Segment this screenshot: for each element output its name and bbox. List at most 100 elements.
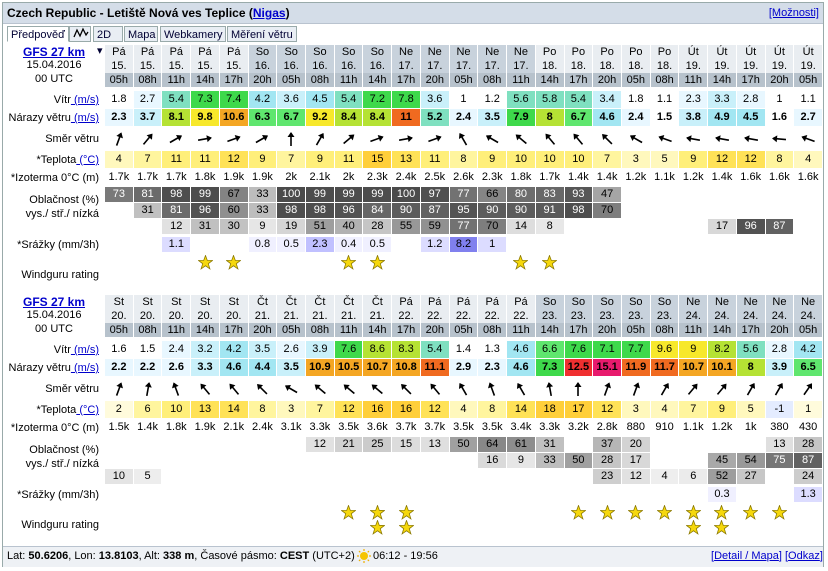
block0-wind-value: 5.8	[535, 91, 564, 108]
block0-cloud_m-value: 98	[564, 203, 593, 218]
block1-cloud_l-value	[220, 469, 248, 484]
station-link[interactable]: Nigas	[252, 6, 286, 20]
block1-col-header: So 23. 08h	[650, 295, 679, 337]
detail-map-link[interactable]: Detail / Mapa	[714, 550, 779, 562]
block0-day: So	[313, 46, 327, 58]
block1-wind-value: 3.5	[248, 341, 277, 358]
block0-wind-value: 5.4	[162, 91, 191, 108]
block1-cloud-label-2: vys./ stř./ nízká	[25, 458, 99, 470]
block1-cloud_m-value: 54	[736, 453, 765, 468]
block0-col-header: Út 19. 20h	[765, 45, 794, 87]
block1-temp-value: 16	[363, 401, 392, 418]
block0-wind-label-text: Vítr	[53, 94, 71, 106]
block1-date: 20.	[197, 310, 213, 322]
block1-day: Ne	[801, 296, 816, 308]
block0-cloud_l-value	[651, 219, 679, 234]
block0-day: So	[341, 46, 356, 58]
block0-dir-arrow-icon	[679, 128, 707, 150]
block0-temp-value: 10	[535, 151, 564, 168]
block0-gusts-value: 11	[392, 109, 420, 126]
tab-4[interactable]: Měření větru	[227, 26, 297, 42]
tab-0[interactable]: Předpověď	[7, 26, 69, 42]
chart-icon-tab[interactable]	[69, 26, 91, 42]
block1-hour: 05h	[105, 323, 133, 337]
tab-1[interactable]: 2D ▾	[93, 26, 123, 57]
block0-day: Ne	[427, 46, 442, 58]
block1-cloud_m-value	[220, 453, 248, 468]
block0-cloud_l-value: 70	[478, 219, 507, 234]
block1-dir-arrow-icon	[220, 378, 248, 400]
block1-col-header: Pá 22. 17h	[392, 295, 420, 337]
block0-hour: 08h	[306, 73, 334, 87]
block0-gusts-value: 9.8	[191, 109, 219, 126]
block1-dir-arrow-icon	[565, 378, 593, 400]
block0-rain-value	[134, 237, 162, 252]
block1-col-header: St 20. 11h	[162, 295, 191, 337]
block1-temp-unit-link[interactable]: (°C)	[76, 404, 99, 416]
block1-cloud_h-value: 12	[306, 437, 334, 452]
footer: Lat: 50.6206, Lon: 13.8103, Alt: 338 m, …	[3, 546, 823, 567]
block1-cloud_h-value: 61	[507, 437, 535, 452]
block1-cloud_h-value: 31	[535, 437, 564, 452]
block0-rain-value	[536, 237, 564, 252]
block1-dir-arrow-icon	[392, 378, 420, 400]
block1-cloud_l-value: 12	[621, 469, 650, 484]
block0-temp-value: 12	[736, 151, 765, 168]
block1-iso-value: 1k	[744, 421, 757, 433]
block1-iso-value: 380	[770, 421, 789, 433]
block1-hour: 20h	[248, 323, 277, 337]
block0-day: Pá	[169, 46, 184, 58]
block1-date: 21.	[254, 310, 271, 322]
block1-star-icon	[363, 519, 391, 535]
block1-rain-value	[363, 487, 391, 502]
block0-rain-value	[392, 237, 420, 252]
block0-day: Ne	[456, 46, 471, 58]
block1-temp-value: 1	[794, 401, 822, 418]
block0-hour: 14h	[363, 73, 392, 87]
block0-date: 17.	[484, 60, 500, 72]
block0-wind-unit-link[interactable]: (m/s)	[70, 94, 99, 106]
block1-day: St	[228, 296, 239, 308]
block0-date: 17.	[427, 60, 443, 72]
block0-day: Út	[745, 46, 757, 58]
link-link[interactable]: Odkaz	[788, 550, 820, 562]
block1-cloud_m-value	[277, 453, 305, 468]
block1-gusts-unit-link[interactable]: (m/s)	[70, 362, 99, 374]
block0-wind-value: 3.6	[420, 91, 449, 108]
block1-temp-value: 9	[708, 401, 736, 418]
block0-cloud_l-value: 55	[392, 219, 420, 234]
block0-model-link[interactable]: GFS 27 km	[22, 45, 86, 59]
block1-model-link[interactable]: GFS 27 km	[22, 295, 86, 309]
block1-iso-value: 3.6k	[366, 421, 388, 433]
tab-2[interactable]: Mapa	[124, 26, 158, 42]
block0-cloud_h-value: 67	[219, 187, 248, 202]
block0-wind-value: 1.8	[105, 91, 133, 108]
block0-rain-value: 1	[478, 237, 507, 252]
block0-date: 15.	[111, 60, 127, 72]
block1-gusts-value: 10.7	[679, 359, 708, 376]
block1-day: Čt	[285, 296, 297, 308]
block1-wind-unit-link[interactable]: (m/s)	[70, 344, 99, 356]
block1-dir-arrow-icon	[105, 378, 133, 400]
block1-temp-value: -1	[765, 401, 794, 418]
block0-temp-unit-link[interactable]: (°C)	[76, 154, 99, 166]
block1-dirs-label-text: Směr větru	[45, 383, 99, 395]
tab-3[interactable]: Webkamery	[160, 26, 226, 42]
block0-cloud_h-value: 99	[306, 187, 334, 202]
block1-cloud_l-value: 27	[736, 469, 765, 484]
options-link[interactable]: [Možnosti]	[768, 7, 819, 19]
block1-temp-value: 7	[306, 401, 334, 418]
block1-cloud_m-value: 75	[765, 453, 794, 468]
block1-date: 24.	[685, 310, 701, 322]
block1-rain-value	[191, 487, 219, 502]
block0-temp-value: 12	[219, 151, 248, 168]
block0-col-header: Po 18. 20h	[593, 45, 621, 87]
block0-hour: 08h	[650, 73, 679, 87]
block0-dir-arrow-icon	[766, 128, 794, 150]
sun-times: 06:12 - 19:56	[373, 550, 438, 562]
block0-cloud_h-value	[651, 187, 679, 202]
block1-wind-value: 6.6	[535, 341, 564, 358]
block1-hour: 05h	[277, 323, 306, 337]
block1-gusts-value: 2.2	[105, 359, 133, 376]
block0-gusts-unit-link[interactable]: (m/s)	[70, 112, 99, 124]
